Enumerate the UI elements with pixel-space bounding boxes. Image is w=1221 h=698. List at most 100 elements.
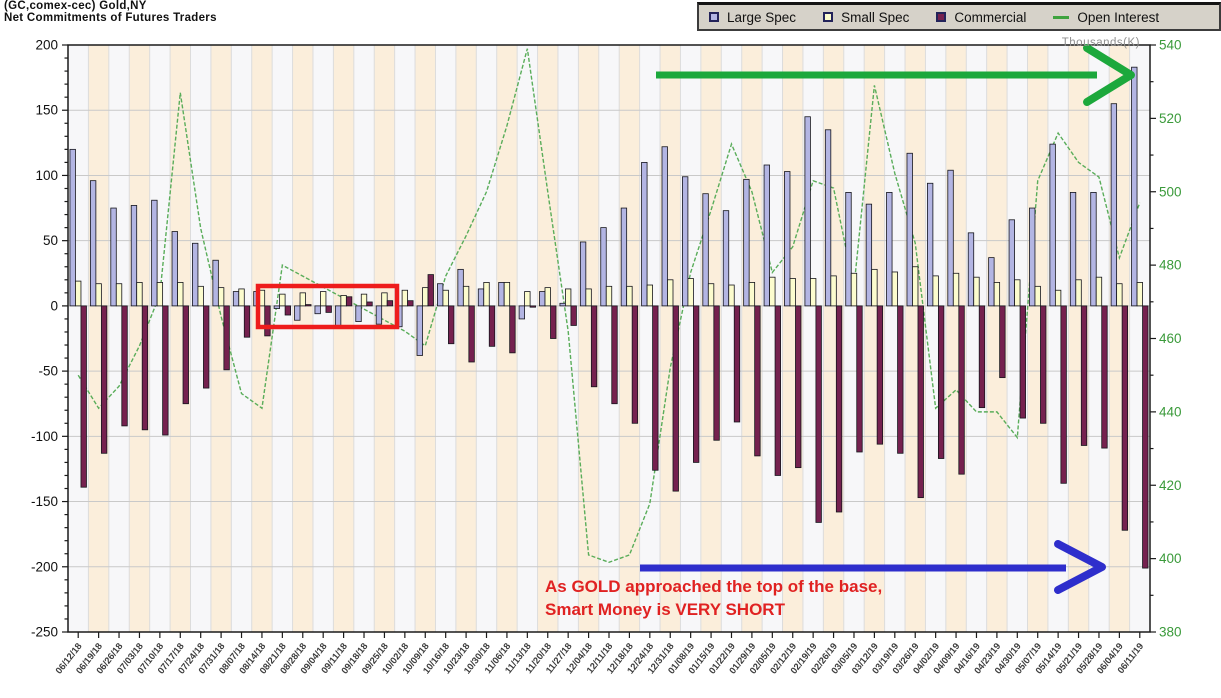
bar-large-spec	[212, 259, 219, 307]
bar-large-spec	[743, 178, 750, 307]
week-stripe	[496, 45, 518, 632]
bar-large-spec	[845, 192, 852, 307]
legend-label: Large Spec	[727, 9, 797, 25]
bar-small-spec	[626, 285, 633, 307]
bar-small-spec	[156, 282, 164, 307]
bar-large-spec	[130, 205, 138, 307]
week-stripe	[190, 45, 211, 632]
legend-item-open-interest: Open Interest	[1053, 10, 1159, 25]
green-trend-arrow	[656, 44, 1135, 106]
bar-commercial	[795, 305, 802, 469]
bar-small-spec	[115, 283, 123, 307]
bar-commercial	[80, 305, 87, 488]
bar-commercial	[223, 305, 230, 371]
bar-small-spec	[1014, 279, 1021, 307]
bar-commercial	[386, 300, 394, 307]
bar-large-spec	[682, 176, 689, 307]
left-axis-label: 150	[35, 103, 58, 118]
bar-small-spec	[728, 284, 735, 307]
bar-small-spec	[503, 282, 511, 307]
bar-small-spec	[810, 278, 817, 307]
bar-small-spec	[483, 282, 490, 307]
bar-commercial	[978, 305, 986, 409]
bar-small-spec	[422, 287, 429, 307]
bar-small-spec	[136, 282, 143, 307]
bar-commercial	[570, 305, 577, 326]
bar-commercial	[1142, 305, 1149, 569]
bar-large-spec	[539, 291, 546, 307]
left-axis-label: -50	[38, 364, 58, 379]
week-stripes	[68, 45, 1150, 632]
week-stripe	[598, 45, 620, 632]
bar-large-spec	[824, 129, 832, 307]
week-stripe	[966, 45, 987, 632]
left-axis-label: 50	[43, 233, 58, 248]
week-stripe	[1068, 45, 1089, 632]
bar-commercial	[631, 305, 639, 424]
left-axis: 200 150 100 50 0 -50 -100 -150 -200 -250	[31, 38, 68, 640]
bar-commercial	[1080, 305, 1088, 446]
bar-commercial	[897, 305, 904, 454]
bar-large-spec	[763, 164, 770, 307]
bar-commercial	[774, 305, 781, 476]
bar-large-spec	[355, 305, 362, 322]
week-stripe	[864, 45, 885, 632]
right-axis-label: 540	[1159, 38, 1182, 53]
legend-item-large-spec: Large Spec	[709, 10, 796, 25]
week-stripe	[108, 45, 130, 632]
bar-small-spec	[381, 292, 388, 307]
bar-large-spec	[702, 193, 709, 307]
legend-item-small-spec: Small Spec	[823, 10, 909, 25]
bar-large-spec	[192, 242, 199, 307]
bar-small-spec	[646, 284, 653, 307]
bar-large-spec	[416, 305, 423, 356]
bar-commercial	[366, 301, 373, 307]
bar-commercial	[550, 305, 557, 339]
bar-large-spec	[906, 152, 913, 307]
week-stripe	[435, 45, 456, 632]
bar-large-spec	[967, 232, 975, 307]
bar-large-spec	[865, 203, 873, 307]
bar-large-spec	[1029, 207, 1036, 307]
week-stripe	[517, 45, 538, 632]
chart-symbol-title: (GC,comex-cec) Gold,NY	[4, 0, 147, 12]
week-stripe	[455, 45, 477, 632]
bar-large-spec	[722, 210, 730, 307]
bar-commercial	[999, 305, 1006, 379]
bar-commercial	[243, 305, 251, 338]
bar-small-spec	[789, 278, 796, 307]
right-axis-unit-label: Thousands(K)	[1061, 37, 1140, 49]
right-axis-label: 420	[1159, 478, 1182, 493]
bar-commercial	[284, 305, 292, 316]
week-stripe	[1007, 45, 1028, 632]
week-stripe	[231, 45, 252, 632]
left-axis-label: 100	[35, 168, 58, 183]
bar-small-spec	[891, 271, 898, 307]
bar-small-spec	[748, 282, 756, 307]
bar-small-spec	[462, 285, 470, 307]
bar-large-spec	[89, 180, 97, 307]
week-stripe	[476, 45, 497, 632]
bar-small-spec	[320, 291, 327, 307]
bar-small-spec	[871, 268, 878, 307]
week-stripe	[292, 45, 313, 632]
bar-large-spec	[273, 305, 281, 309]
bar-commercial	[958, 305, 965, 475]
large-spec-swatch-icon	[709, 12, 719, 22]
trader-annotation-text: As GOLD approached the top of the base, …	[545, 575, 882, 621]
left-axis-label: -200	[31, 559, 58, 574]
week-stripe	[251, 45, 273, 632]
bar-commercial	[672, 305, 679, 492]
red-highlight-box	[255, 283, 400, 330]
bar-large-spec	[1008, 219, 1015, 307]
bar-commercial	[325, 305, 332, 313]
bar-commercial	[448, 305, 455, 345]
right-axis-label: 460	[1159, 331, 1182, 346]
bar-large-spec	[314, 305, 321, 315]
bar-small-spec	[217, 287, 225, 307]
bar-small-spec	[401, 289, 408, 307]
week-stripe	[129, 45, 150, 632]
bar-small-spec	[279, 293, 286, 307]
bar-small-spec	[973, 276, 980, 307]
